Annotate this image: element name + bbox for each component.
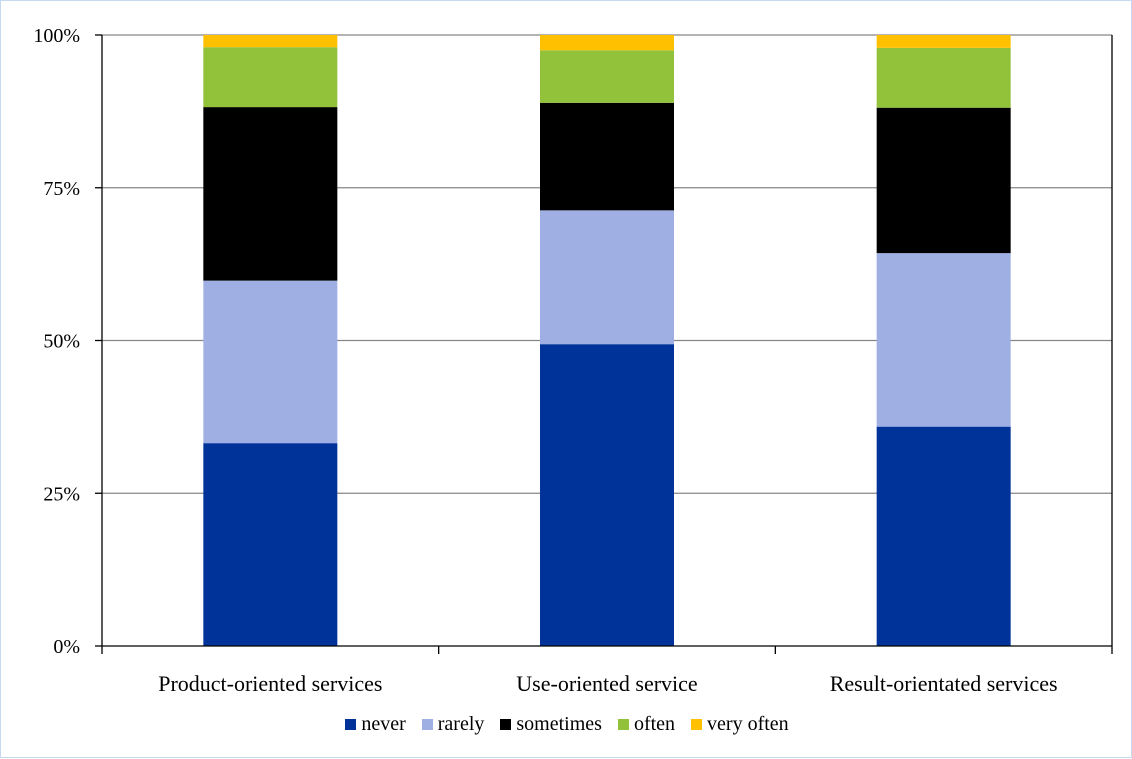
- bar-segment-sometimes: [203, 107, 338, 281]
- legend-item: very often: [691, 713, 789, 736]
- legend: never rarely sometimes often very often: [1, 709, 1132, 739]
- bar-segment-never: [203, 443, 338, 646]
- bar-segment-very-often: [876, 35, 1011, 48]
- legend-swatch: [691, 718, 703, 730]
- bar-segment-rarely: [203, 280, 338, 444]
- bar-segment-rarely: [540, 210, 674, 345]
- bar-segment-never: [876, 426, 1011, 646]
- x-category-labels: Product-oriented services Use-oriented se…: [158, 671, 1057, 696]
- legend-swatch: [500, 718, 512, 730]
- legend-item: rarely: [421, 712, 485, 736]
- legend-item: sometimes: [500, 713, 602, 736]
- legend-label: rarely: [437, 712, 485, 735]
- legend-swatch: [345, 718, 357, 730]
- y-tick-label: 50%: [43, 331, 80, 353]
- axes: [95, 34, 1113, 654]
- y-tick-labels: 0% 25% 50% 75% 100%: [33, 25, 80, 658]
- legend-label: often: [633, 712, 676, 735]
- legend-item: often: [617, 712, 676, 736]
- legend-label: very often: [707, 712, 789, 735]
- x-category-label: Use-oriented service: [516, 671, 697, 696]
- legend-swatch: [617, 718, 629, 730]
- bar-segment-very-often: [540, 35, 674, 51]
- bar-segment-never: [540, 344, 674, 646]
- bar-segment-sometimes: [876, 107, 1011, 254]
- y-tick-label: 75%: [43, 178, 80, 200]
- bar-segment-often: [540, 50, 674, 103]
- legend-label: never: [361, 712, 406, 735]
- bar-segment-often: [876, 47, 1011, 108]
- y-tick-label: 0%: [53, 636, 80, 658]
- legend-label: sometimes: [516, 712, 602, 735]
- legend-swatch: [421, 718, 433, 730]
- y-tick-label: 25%: [43, 483, 80, 505]
- x-category-label: Result-orientated services: [830, 671, 1058, 696]
- bar-segment-rarely: [876, 253, 1011, 427]
- y-tick-label: 100%: [33, 25, 80, 47]
- legend-item: never: [345, 712, 406, 736]
- x-category-label: Product-oriented services: [158, 671, 382, 696]
- bars: [203, 35, 1011, 646]
- bar-segment-often: [203, 47, 338, 108]
- bar-segment-sometimes: [540, 102, 674, 211]
- bar-segment-very-often: [203, 35, 338, 48]
